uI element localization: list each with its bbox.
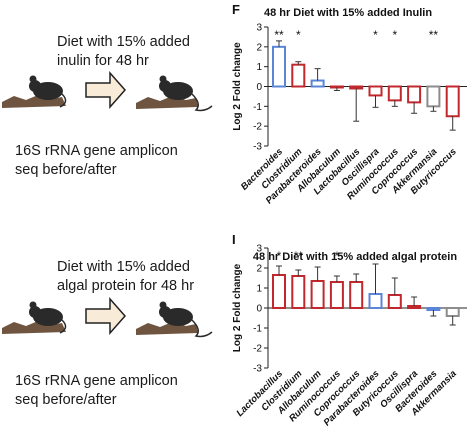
y-tick-label: -2 [253,122,262,133]
significance-mark: * [296,28,301,42]
bar [407,305,422,309]
bottom-mouse-after-icon [136,301,213,338]
y-tick-label: 2 [256,264,262,275]
top-arrow-icon [85,71,127,109]
bar [291,275,306,309]
bar [445,85,460,118]
y-tick-label: 0 [256,304,262,315]
y-tick-label: 3 [256,23,262,34]
bottom-seq-line-2: seq before/after [15,392,117,408]
bottom-diet-line-1: Diet with 15% added [57,259,190,275]
y-axis-label: Log 2 Fold change [232,42,243,131]
significance-mark: * [373,28,378,42]
y-tick-label: -2 [253,344,262,355]
bar [329,85,344,89]
bar [426,307,441,311]
y-axis-label: Log 2 Fold change [232,263,243,352]
top-mouse-after-icon [136,75,213,112]
y-tick-label: -1 [253,324,262,335]
bar [349,281,364,309]
y-tick-label: -3 [253,142,262,153]
bar [272,274,286,309]
significance-mark: * [392,28,397,42]
significance-mark: * [335,249,340,263]
top-diet-line-2: inulin for 48 hr [57,53,149,69]
bottom-sequencing-description: 16S rRNA gene amplicon seq before/after [15,372,178,410]
bottom-mouse-illustration [2,297,213,338]
y-tick-label: 2 [256,42,262,53]
chart-title: 48 hr Diet with 15% added Inulin [264,7,432,19]
inulin-chart: F 48 hr Diet with 15% added Inulin Log 2 F… [232,2,467,206]
bottom-arrow-icon [85,297,127,335]
bar [407,85,422,104]
top-sequencing-description: 16S rRNA gene amplicon seq before/after [15,142,178,180]
chart-title: 48 hr Diet with 15% added algal protein [253,251,457,263]
top-diet-line-1: Diet with 15% added [57,34,190,50]
bar [349,85,364,90]
bar [310,79,325,88]
bar [291,63,306,88]
bar [426,85,441,108]
significance-mark: ** [274,28,284,42]
bar [310,280,325,309]
y-tick-label: -3 [253,364,262,375]
top-mouse-before-icon [2,75,67,108]
y-tick-label: 3 [256,244,262,255]
y-tick-label: 0 [256,82,262,93]
top-diet-description: Diet with 15% added inulin for 48 hr [57,33,190,71]
bottom-mouse-before-icon [2,301,67,334]
algal-protein-chart: I 48 hr Diet with 15% added algal protein… [232,232,467,428]
bar [329,281,344,309]
bar [387,294,402,309]
y-tick-label: 1 [256,62,262,73]
panel-letter: I [232,232,236,247]
significance-mark: ** [429,28,439,42]
bar [445,307,460,317]
bar [368,293,383,309]
top-seq-line-2: seq before/after [15,162,117,178]
bottom-diet-description: Diet with 15% added algal protein for 48… [57,258,194,296]
bottom-diet-line-2: algal protein for 48 hr [57,278,195,294]
y-tick-label: -1 [253,102,262,113]
top-mouse-illustration [2,71,213,112]
significance-mark: * [277,249,282,263]
panel-letter: F [232,2,240,17]
bar [368,85,383,97]
y-tick-label: 1 [256,284,262,295]
bar [387,85,402,102]
significance-mark: ** [294,249,304,263]
bottom-seq-line-1: 16S rRNA gene amplicon [15,373,178,389]
bar [272,45,286,88]
top-seq-line-1: 16S rRNA gene amplicon [15,143,178,159]
